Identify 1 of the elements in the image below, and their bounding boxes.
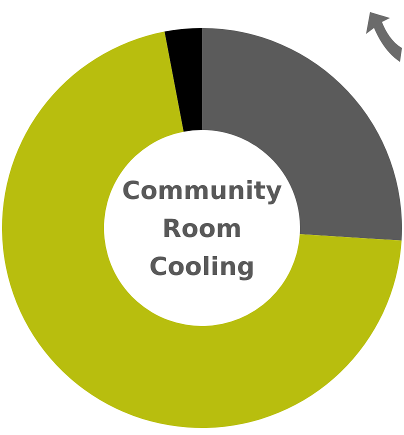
text: Community Room Cooling: [122, 176, 282, 281]
